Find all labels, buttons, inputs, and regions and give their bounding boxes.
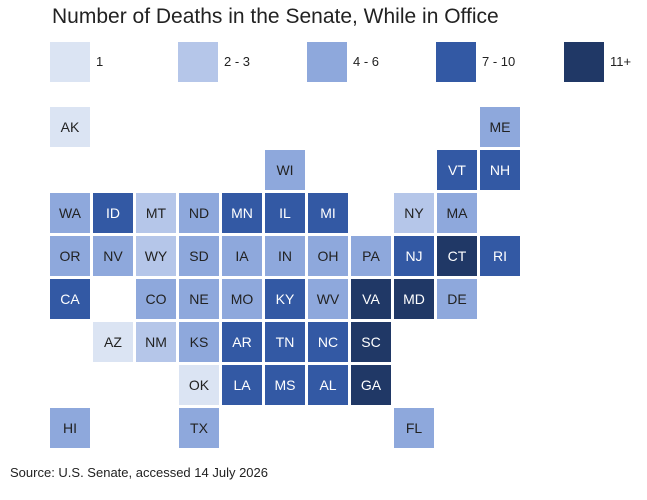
state-tile-ar: AR bbox=[222, 322, 262, 362]
state-tile-or: OR bbox=[50, 236, 90, 276]
legend-label-1: 1 bbox=[96, 54, 104, 69]
state-tile-vt: VT bbox=[437, 150, 477, 190]
state-tile-la: LA bbox=[222, 365, 262, 405]
state-tile-ky: KY bbox=[265, 279, 305, 319]
state-tile-wa: WA bbox=[50, 193, 90, 233]
state-tile-nj: NJ bbox=[394, 236, 434, 276]
state-tile-ne: NE bbox=[179, 279, 219, 319]
source-note: Source: U.S. Senate, accessed 14 July 20… bbox=[10, 465, 268, 480]
state-tile-oh: OH bbox=[308, 236, 348, 276]
state-tile-nc: NC bbox=[308, 322, 348, 362]
state-tile-ct: CT bbox=[437, 236, 477, 276]
state-tile-nd: ND bbox=[179, 193, 219, 233]
state-tile-tn: TN bbox=[265, 322, 305, 362]
legend-label-5: 11+ bbox=[610, 54, 632, 69]
state-tile-pa: PA bbox=[351, 236, 391, 276]
legend-swatch-5 bbox=[564, 42, 604, 82]
state-tile-in: IN bbox=[265, 236, 305, 276]
state-tile-mi: MI bbox=[308, 193, 348, 233]
state-tile-ny: NY bbox=[394, 193, 434, 233]
state-tile-mn: MN bbox=[222, 193, 262, 233]
state-tile-hi: HI bbox=[50, 408, 90, 448]
state-tile-va: VA bbox=[351, 279, 391, 319]
state-tile-ms: MS bbox=[265, 365, 305, 405]
state-tile-il: IL bbox=[265, 193, 305, 233]
state-tile-wi: WI bbox=[265, 150, 305, 190]
state-tile-nv: NV bbox=[93, 236, 133, 276]
state-tile-id: ID bbox=[93, 193, 133, 233]
state-tile-wy: WY bbox=[136, 236, 176, 276]
state-tile-de: DE bbox=[437, 279, 477, 319]
legend-swatch-3 bbox=[307, 42, 347, 82]
state-tile-wv: WV bbox=[308, 279, 348, 319]
map-title: Number of Deaths in the Senate, While in… bbox=[52, 5, 499, 28]
state-tile-ks: KS bbox=[179, 322, 219, 362]
state-tile-ga: GA bbox=[351, 365, 391, 405]
state-tile-nm: NM bbox=[136, 322, 176, 362]
state-tile-md: MD bbox=[394, 279, 434, 319]
state-tile-tx: TX bbox=[179, 408, 219, 448]
legend-swatch-4 bbox=[436, 42, 476, 82]
state-tile-mo: MO bbox=[222, 279, 262, 319]
state-tile-mt: MT bbox=[136, 193, 176, 233]
legend-label-2: 2 - 3 bbox=[224, 54, 251, 69]
state-tile-ak: AK bbox=[50, 107, 90, 147]
legend-label-4: 7 - 10 bbox=[482, 54, 516, 69]
state-tile-ma: MA bbox=[437, 193, 477, 233]
legend-swatch-1 bbox=[50, 42, 90, 82]
state-tile-ia: IA bbox=[222, 236, 262, 276]
state-tile-az: AZ bbox=[93, 322, 133, 362]
state-tile-ok: OK bbox=[179, 365, 219, 405]
state-tile-al: AL bbox=[308, 365, 348, 405]
state-tile-sc: SC bbox=[351, 322, 391, 362]
state-tile-fl: FL bbox=[394, 408, 434, 448]
state-tile-co: CO bbox=[136, 279, 176, 319]
state-tile-ca: CA bbox=[50, 279, 90, 319]
legend-label-3: 4 - 6 bbox=[353, 54, 380, 69]
state-tile-ri: RI bbox=[480, 236, 520, 276]
state-tile-me: ME bbox=[480, 107, 520, 147]
state-tile-sd: SD bbox=[179, 236, 219, 276]
legend-swatch-2 bbox=[178, 42, 218, 82]
state-tile-nh: NH bbox=[480, 150, 520, 190]
